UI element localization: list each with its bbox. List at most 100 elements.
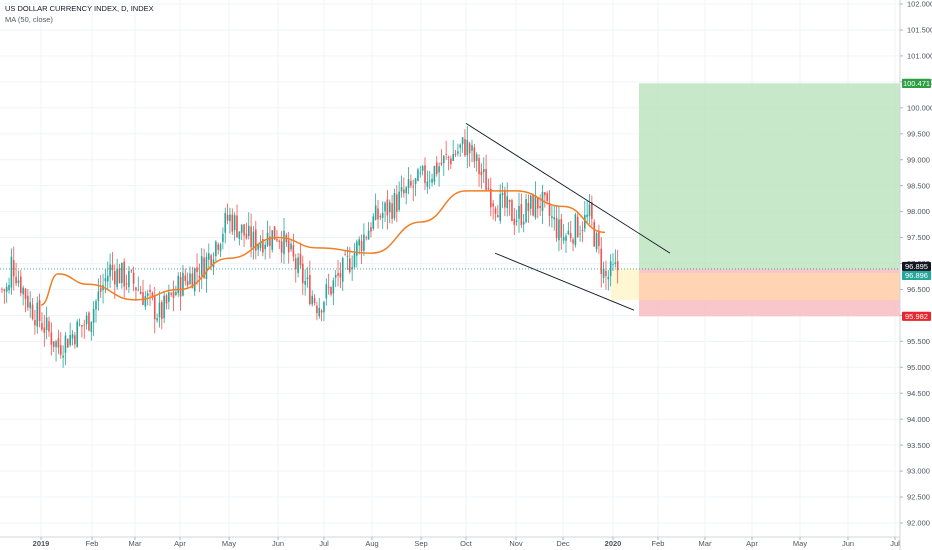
candle <box>379 213 382 220</box>
candle-body <box>226 214 229 221</box>
candle-body <box>69 334 71 345</box>
candle <box>614 249 617 268</box>
candle <box>1 287 3 294</box>
candle <box>360 234 363 265</box>
candle <box>558 205 560 252</box>
candle <box>344 250 346 256</box>
candle-body <box>555 218 558 238</box>
candle <box>233 212 236 241</box>
candle-body <box>541 191 544 212</box>
candle <box>64 332 67 365</box>
price-tick-label: 93.000 <box>907 467 930 476</box>
candle-body <box>337 273 339 276</box>
candle <box>15 262 17 287</box>
candle <box>208 243 210 271</box>
candle-body <box>384 202 386 212</box>
candle <box>172 280 175 312</box>
candle <box>313 294 316 306</box>
candle <box>417 167 419 182</box>
candle <box>407 167 410 195</box>
candle-body <box>27 295 29 308</box>
candle <box>193 267 196 296</box>
time-tick-label: Jun <box>272 539 284 548</box>
candle <box>283 218 285 264</box>
candle <box>104 269 107 294</box>
candle-body <box>287 240 290 253</box>
candle-body <box>435 162 438 175</box>
candle-body <box>156 318 158 321</box>
candle <box>403 177 405 198</box>
candle <box>76 319 78 348</box>
candle <box>381 201 384 229</box>
candle-body <box>153 295 156 320</box>
candle <box>353 243 356 269</box>
candle-body <box>534 195 537 218</box>
candle <box>153 287 156 334</box>
candle <box>600 237 603 288</box>
candle-body <box>438 166 440 173</box>
candle-body <box>539 206 541 208</box>
candle <box>584 200 586 233</box>
candle-body <box>135 287 137 291</box>
time-axis[interactable]: 2019 Feb Mar Apr May Jun Jul Aug Sep Oct Nov Dec 202… <box>0 536 900 548</box>
candle <box>539 194 541 217</box>
candle <box>520 193 523 229</box>
candle-body <box>12 260 15 277</box>
candle <box>264 241 266 260</box>
candle <box>494 206 497 222</box>
candle-body <box>203 257 205 278</box>
candle-body <box>57 338 60 348</box>
candle-body <box>132 272 135 284</box>
candle-body <box>537 197 539 209</box>
price-tick-label: 94.500 <box>907 389 930 398</box>
candle-body <box>252 231 255 249</box>
candle-body <box>546 193 548 201</box>
candle <box>222 227 224 250</box>
candle-body <box>59 345 62 355</box>
candle <box>116 258 118 290</box>
candle-body <box>379 216 382 218</box>
candle-body <box>527 202 530 212</box>
candle-body <box>83 324 86 326</box>
price-tick-label: 98.500 <box>907 181 930 190</box>
candle <box>363 223 365 256</box>
candle <box>607 270 610 291</box>
candle <box>445 140 447 160</box>
candle <box>452 139 454 162</box>
candle <box>151 291 154 301</box>
candle-body <box>330 287 332 295</box>
candle-body <box>353 253 356 267</box>
price-tick-label: 95.500 <box>907 337 930 346</box>
candle-body <box>139 291 142 295</box>
candle <box>492 200 494 220</box>
candle <box>508 199 511 216</box>
candle-body <box>490 188 492 208</box>
candle-body <box>494 208 497 214</box>
candle <box>311 290 313 307</box>
price-tag-target: 100.471 <box>902 78 931 88</box>
candle <box>605 260 607 290</box>
candle-body <box>179 277 182 297</box>
candle-body <box>278 240 281 242</box>
candle-body <box>280 241 283 253</box>
candle <box>285 232 288 248</box>
position-zones[interactable] <box>611 83 900 317</box>
candle <box>205 252 208 293</box>
candle-body <box>600 248 603 275</box>
trendlines[interactable] <box>465 122 671 311</box>
candle-body <box>99 287 102 292</box>
candle-body <box>250 226 252 248</box>
candle-body <box>95 300 97 310</box>
candle-body <box>464 139 466 156</box>
candle-body <box>184 275 187 281</box>
candle-body <box>229 214 231 222</box>
candle-body <box>130 270 133 272</box>
candle <box>591 195 593 227</box>
candle <box>8 277 10 294</box>
candle-body <box>158 302 161 318</box>
candle <box>297 252 299 278</box>
candle <box>341 256 344 291</box>
entry-zone <box>639 272 900 300</box>
candle-body <box>151 292 154 298</box>
